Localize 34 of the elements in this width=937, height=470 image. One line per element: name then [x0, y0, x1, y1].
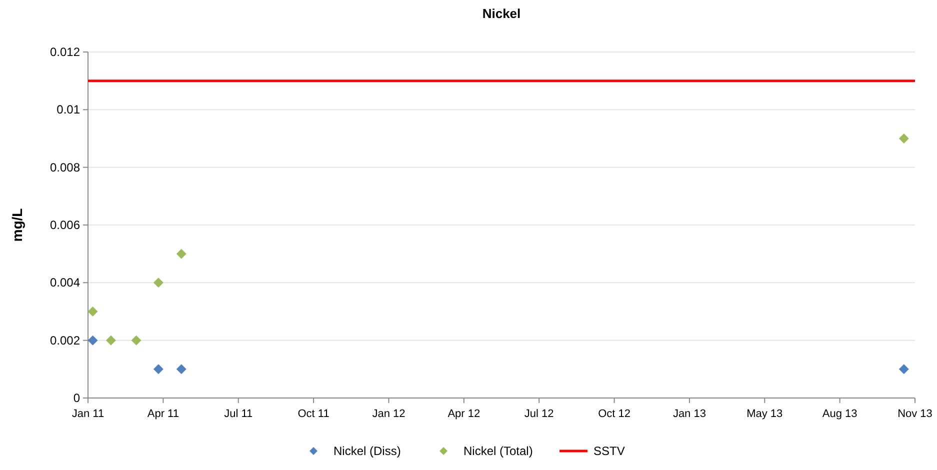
- point: [88, 335, 98, 346]
- x-tick-label: Jan 13: [672, 408, 706, 420]
- point: [176, 364, 186, 374]
- y-tick-label: 0.006: [50, 218, 80, 232]
- y-tick-label: 0.01: [56, 102, 80, 117]
- x-tick-label: Jan 12: [372, 408, 406, 420]
- y-tick-label: 0.002: [50, 333, 80, 348]
- point: [153, 278, 164, 288]
- point: [176, 248, 186, 259]
- point: [88, 306, 98, 316]
- point: [898, 134, 909, 144]
- x-tick-label: Apr 11: [147, 408, 179, 420]
- chart-title: Nickel: [482, 6, 521, 21]
- x-tick-label: Aug 13: [822, 408, 858, 420]
- point: [898, 364, 909, 374]
- legend-label: Nickel (Diss): [334, 444, 401, 458]
- x-tick-label: Jan 11: [72, 408, 104, 420]
- y-tick-label: 0: [73, 391, 80, 405]
- y-tick-label: 0.008: [50, 160, 80, 174]
- x-tick-label: Jul 12: [524, 408, 554, 420]
- x-tick-label: Oct 11: [298, 408, 330, 420]
- point: [106, 335, 116, 346]
- x-tick-label: Oct 12: [598, 408, 630, 420]
- y-tick-label: 0.004: [50, 276, 80, 290]
- legend-label: Nickel (Total): [464, 444, 533, 458]
- x-tick-label: Jul 11: [224, 408, 253, 420]
- point: [131, 335, 142, 346]
- x-tick-label: Apr 12: [448, 408, 480, 420]
- y-axis-title: mg/L: [9, 208, 25, 242]
- legend-label: SSTV: [594, 444, 625, 458]
- y-tick-label: 0.012: [50, 45, 80, 59]
- x-tick-label: May 13: [746, 408, 783, 420]
- x-tick-label: Nov 13: [898, 408, 932, 420]
- point: [153, 364, 164, 374]
